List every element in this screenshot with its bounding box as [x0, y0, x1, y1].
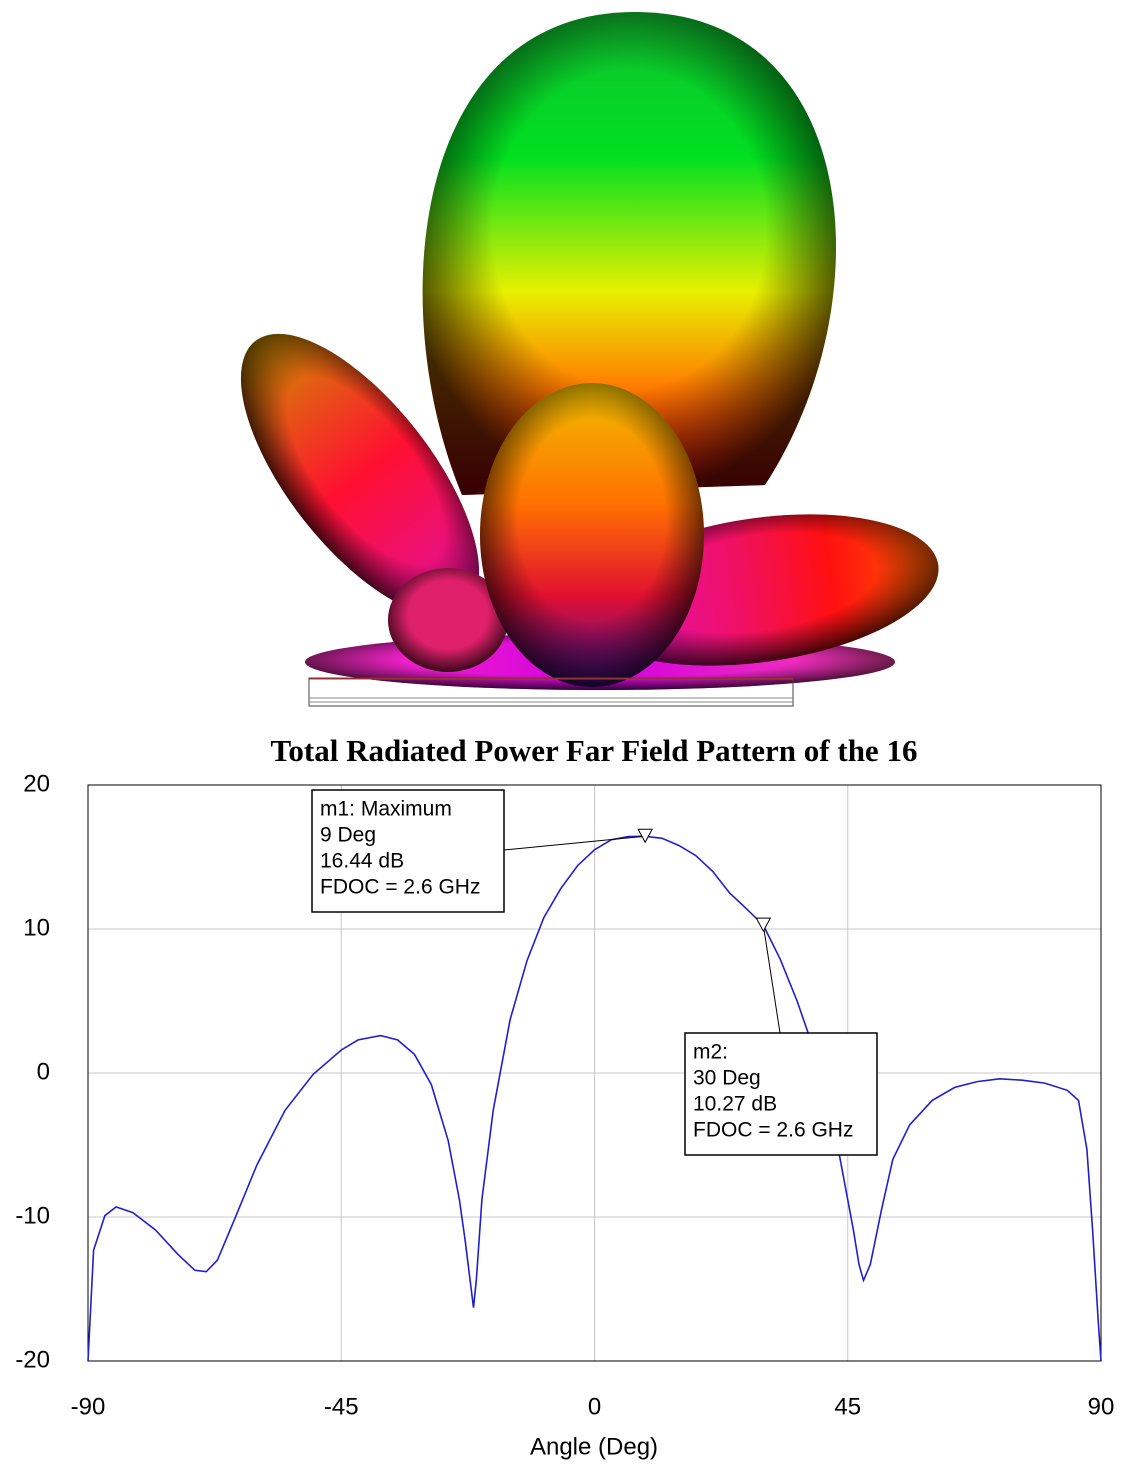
radiation-pattern-3d — [240, 12, 939, 707]
marker — [637, 828, 653, 844]
x-tick-label: 45 — [834, 1393, 861, 1420]
y-tick-label: 20 — [23, 770, 50, 797]
small-lobe-shade — [388, 568, 508, 672]
marker-leader — [762, 925, 781, 1034]
y-tick-label: 10 — [23, 914, 50, 941]
marker-text: FDOC = 2.6 GHz — [693, 1119, 853, 1142]
marker-box — [311, 789, 505, 913]
main-lobe-shade — [422, 12, 836, 495]
x-tick-label: -45 — [324, 1393, 359, 1420]
substrate — [308, 677, 794, 707]
marker-text: 16.44 dB — [320, 850, 404, 873]
y-tick-label: 0 — [37, 1058, 50, 1085]
front-lobe-shade — [480, 383, 704, 687]
y-tick-label: -20 — [15, 1346, 50, 1373]
x-axis-label: Angle (Deg) — [530, 1433, 658, 1460]
marker-box — [684, 1032, 878, 1156]
marker-text: m2: — [693, 1041, 728, 1064]
marker — [755, 917, 772, 933]
marker-text: 10.27 dB — [693, 1093, 777, 1116]
left-lobe — [240, 333, 480, 617]
y-tick-label: -10 — [15, 1202, 50, 1229]
x-tick-label: 0 — [588, 1393, 601, 1420]
x-tick-label: -90 — [71, 1393, 106, 1420]
left-lobe-shade — [240, 333, 480, 617]
marker-text: FDOC = 2.6 GHz — [320, 876, 480, 899]
plot-frame — [87, 784, 1102, 1362]
x-tick-label: 90 — [1088, 1393, 1115, 1420]
marker-text: m1: Maximum — [320, 798, 452, 821]
chart-title: Total Radiated Power Far Field Pattern o… — [271, 733, 918, 768]
marker-text: 9 Deg — [320, 824, 376, 847]
marker-text: 30 Deg — [693, 1067, 761, 1090]
marker-leader — [503, 835, 646, 851]
